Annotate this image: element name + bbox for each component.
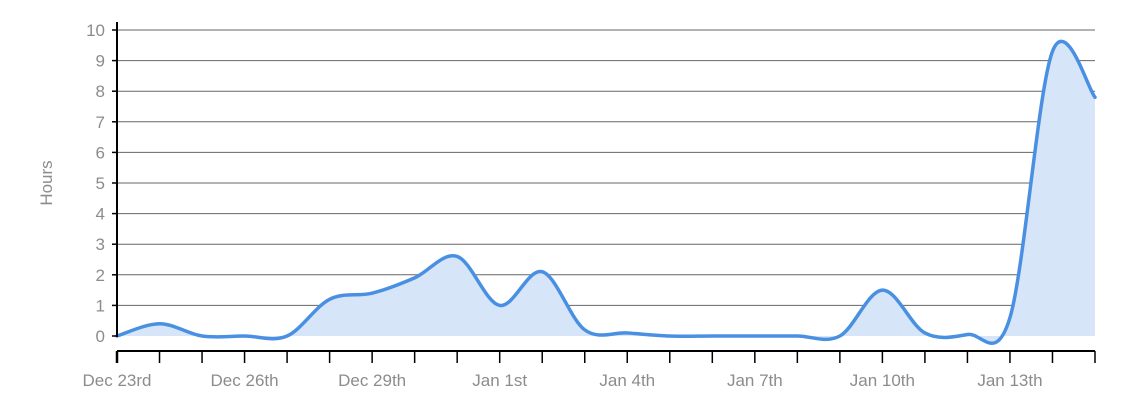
y-tick-label: 2: [96, 266, 105, 285]
x-tick-label: Jan 1st: [472, 371, 527, 390]
grid-lines: [117, 30, 1095, 305]
axes: [112, 22, 1095, 363]
y-tick-label: 4: [96, 205, 105, 224]
y-tick-label: 0: [96, 327, 105, 346]
x-tick-label: Jan 7th: [727, 371, 783, 390]
series-area-fill: [117, 41, 1095, 343]
area-layer: [117, 41, 1095, 343]
x-tick-label: Jan 13th: [977, 371, 1042, 390]
y-tick-label: 6: [96, 143, 105, 162]
x-tick-label: Dec 29th: [338, 371, 406, 390]
y-tick-label: 10: [86, 21, 105, 40]
x-tick-label: Jan 10th: [850, 371, 915, 390]
y-tick-label: 5: [96, 174, 105, 193]
x-tick-label: Jan 4th: [599, 371, 655, 390]
x-tick-label: Dec 23rd: [83, 371, 152, 390]
y-tick-label: 1: [96, 296, 105, 315]
x-tick-label: Dec 26th: [211, 371, 279, 390]
y-axis-title: Hours: [37, 160, 56, 205]
y-tick-label: 9: [96, 52, 105, 71]
y-tick-label: 3: [96, 235, 105, 254]
series-line: [117, 41, 1095, 343]
y-tick-label: 7: [96, 113, 105, 132]
y-tick-label: 8: [96, 82, 105, 101]
